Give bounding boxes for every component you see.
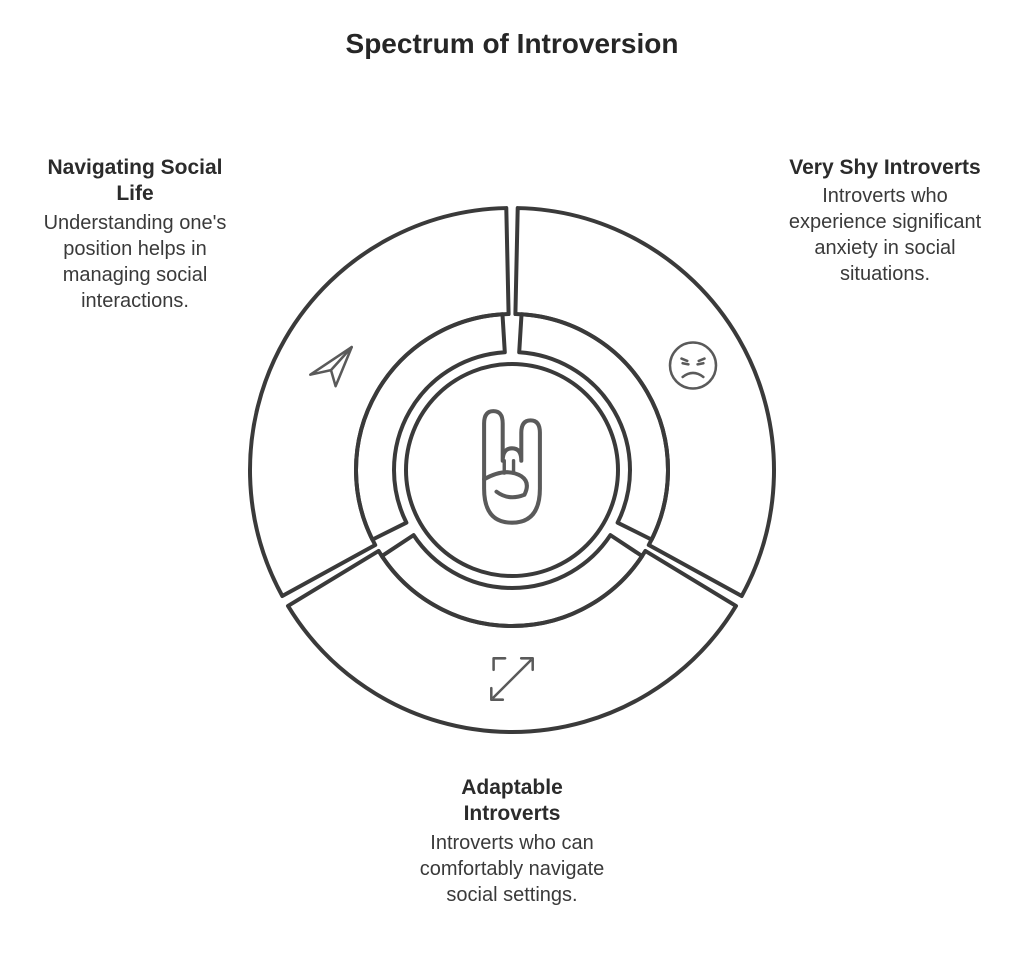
sad-face-icon bbox=[670, 343, 716, 389]
segment-label-adaptable: Adaptable IntrovertsIntroverts who can c… bbox=[412, 775, 612, 908]
segment-label-desc: Introverts who experience significant an… bbox=[785, 183, 985, 287]
segment-label-title: Adaptable Introverts bbox=[412, 775, 612, 828]
segment-label-desc: Understanding one's position helps in ma… bbox=[35, 210, 235, 314]
expand-arrows-icon bbox=[491, 658, 532, 699]
paper-plane-icon bbox=[310, 347, 351, 386]
segment-label-title: Very Shy Introverts bbox=[785, 155, 985, 181]
segment-label-navigating: Navigating Social LifeUnderstanding one'… bbox=[35, 155, 235, 314]
outer-segment-adaptable bbox=[288, 551, 736, 732]
diagram-canvas: Spectrum of Introversion Very Shy Introv… bbox=[0, 0, 1024, 962]
segment-label-desc: Introverts who can comfortably navigate … bbox=[412, 830, 612, 908]
segment-label-title: Navigating Social Life bbox=[35, 155, 235, 208]
segment-label-very_shy: Very Shy IntrovertsIntroverts who experi… bbox=[785, 155, 985, 287]
